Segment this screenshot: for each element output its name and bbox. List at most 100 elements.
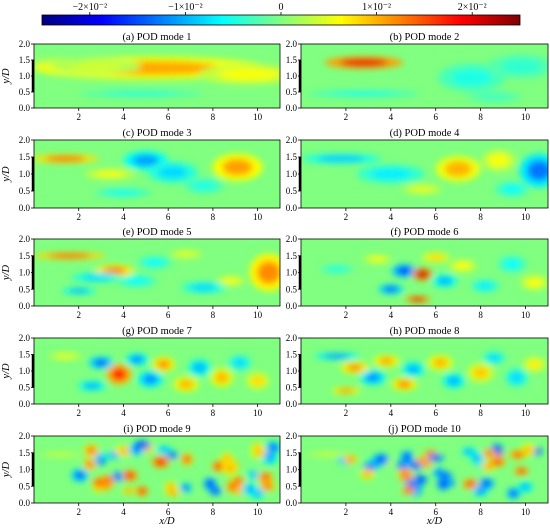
- field-blob-core: [192, 362, 207, 373]
- x-tick-label: 4: [121, 112, 126, 122]
- field-blob-core: [454, 262, 472, 270]
- field-blob-core: [218, 68, 279, 81]
- field-blob-core: [47, 253, 92, 258]
- field-blob-core: [211, 488, 220, 494]
- y-tick-label: 1.0: [19, 71, 31, 81]
- field-blob-core: [500, 59, 542, 74]
- colorbar-gradient: [41, 14, 521, 26]
- x-tick-label: 10: [253, 310, 263, 320]
- y-tick-label: 0.5: [286, 383, 298, 393]
- field-blob-core: [464, 449, 473, 455]
- panel-title: (e) POD mode 5: [122, 227, 191, 238]
- field-blob-core: [142, 374, 158, 385]
- field-blob-core: [93, 359, 109, 367]
- x-tick-label: 10: [521, 310, 531, 320]
- panel-title: (a) POD mode 1: [122, 32, 191, 43]
- x-tick-label: 10: [253, 408, 263, 418]
- field-blob-core: [378, 357, 394, 365]
- field-blob-core: [167, 452, 176, 458]
- field-blob-core: [222, 159, 253, 176]
- field-blob-core: [223, 455, 231, 462]
- x-tick-label: 6: [166, 112, 171, 122]
- field-blob-core: [86, 460, 94, 469]
- colorbar: −2×10⁻² −1×10⁻² 0 1×10⁻² 2×10⁻²: [41, 2, 521, 26]
- y-tick-label: 1.0: [19, 366, 31, 376]
- panel-title: (d) POD mode 4: [390, 128, 460, 139]
- y-tick-label: 0.0: [19, 399, 31, 409]
- panel-4: (d) POD mode 4 2 4 6 8 10 0.0 0.5 1.0 1.5 2.0: [286, 128, 549, 222]
- colorbar-tick-label: 2×10⁻²: [458, 2, 487, 13]
- y-tick-label: 1.5: [286, 55, 298, 65]
- y-tick-label: 0.5: [19, 87, 31, 97]
- contour-field: [34, 44, 280, 108]
- field-blob-core: [183, 455, 191, 463]
- field-blob-core: [400, 470, 410, 475]
- x-tick-label: 6: [433, 310, 438, 320]
- field-blob-core: [512, 451, 523, 458]
- field-blob-core: [362, 470, 372, 477]
- y-tick-label: 2.0: [19, 39, 31, 49]
- field-blob-core: [427, 254, 445, 261]
- field-blob-core: [410, 297, 426, 302]
- field-blob-core: [254, 449, 265, 456]
- field-blob-core: [136, 442, 148, 448]
- y-tick-label: 1.0: [286, 268, 298, 278]
- y-tick-label: 2.0: [19, 431, 31, 441]
- x-tick-label: 4: [121, 507, 126, 517]
- field-blob-core: [509, 372, 524, 384]
- y-tick-label: 0.5: [286, 481, 298, 491]
- contour-field: [301, 44, 548, 108]
- field-blob-core: [250, 375, 265, 386]
- colorbar-tick-label: 0: [279, 2, 284, 13]
- contour-field: [34, 436, 280, 503]
- field-blob-core: [314, 452, 342, 456]
- x-tick-label: 4: [121, 310, 126, 320]
- field-blob-core: [475, 487, 485, 495]
- panel-3: (c) POD mode 3 2 4 6 8 10 0.0 0.5 1.0 1.5 2.0 y/D: [1, 128, 281, 222]
- x-tick-label: 4: [389, 310, 394, 320]
- panel-title: (g) POD mode 7: [122, 326, 192, 337]
- y-tick-label: 0.5: [286, 284, 298, 294]
- field-blob-core: [398, 462, 407, 468]
- field-blob-core: [104, 91, 179, 96]
- field-blob-core: [444, 161, 472, 177]
- field-blob-core: [365, 463, 376, 470]
- y-tick-label: 0.0: [286, 203, 298, 213]
- x-tick-label: 6: [433, 112, 438, 122]
- contour-field: [301, 338, 548, 404]
- field-blob-core: [488, 154, 509, 167]
- y-tick-label: 2.0: [286, 39, 298, 49]
- field-blob-core: [473, 367, 489, 379]
- field-blob-core: [155, 458, 167, 466]
- y-tick-label: 1.0: [286, 465, 298, 475]
- x-tick-label: 10: [253, 507, 263, 517]
- field-blob-core: [465, 481, 476, 488]
- x-tick-label: 10: [253, 112, 263, 122]
- panel-6: (f) POD mode 6 2 4 6 8 10 0.0 0.5 1.0 1.5 2.0: [286, 227, 549, 320]
- field-blob-core: [396, 266, 412, 275]
- y-tick-label: 1.0: [286, 169, 298, 179]
- x-tick-label: 4: [389, 112, 394, 122]
- field-blob-core: [178, 379, 194, 389]
- y-tick-label: 0.5: [286, 186, 298, 196]
- x-tick-label: 6: [166, 408, 171, 418]
- panel-5: (e) POD mode 5 2 4 6 8 10 0.0 0.5 1.0 1.5 2.0 y/D: [1, 227, 281, 320]
- x-tick-label: 8: [478, 212, 483, 222]
- panel-title: (h) POD mode 8: [390, 326, 460, 337]
- y-tick-label: 1.5: [19, 55, 31, 65]
- x-tick-label: 6: [433, 212, 438, 222]
- panel-1: (a) POD mode 1 2 4 6 8 10 0.0 0.5 1.0 1.5 2.0 y/D: [1, 32, 281, 122]
- field-background: [34, 239, 280, 306]
- field-blob-core: [375, 455, 387, 464]
- field-blob-core: [368, 256, 386, 262]
- y-tick-label: 1.5: [19, 251, 31, 261]
- field-blob-core: [257, 261, 280, 284]
- y-tick-label: 2.0: [19, 333, 31, 343]
- y-tick-label: 2.0: [19, 234, 31, 244]
- field-blob-core: [83, 382, 101, 389]
- field-blob-core: [215, 372, 229, 384]
- x-tick-label: 8: [478, 310, 483, 320]
- field-blob-core: [108, 452, 120, 458]
- field-blob-core: [524, 447, 533, 454]
